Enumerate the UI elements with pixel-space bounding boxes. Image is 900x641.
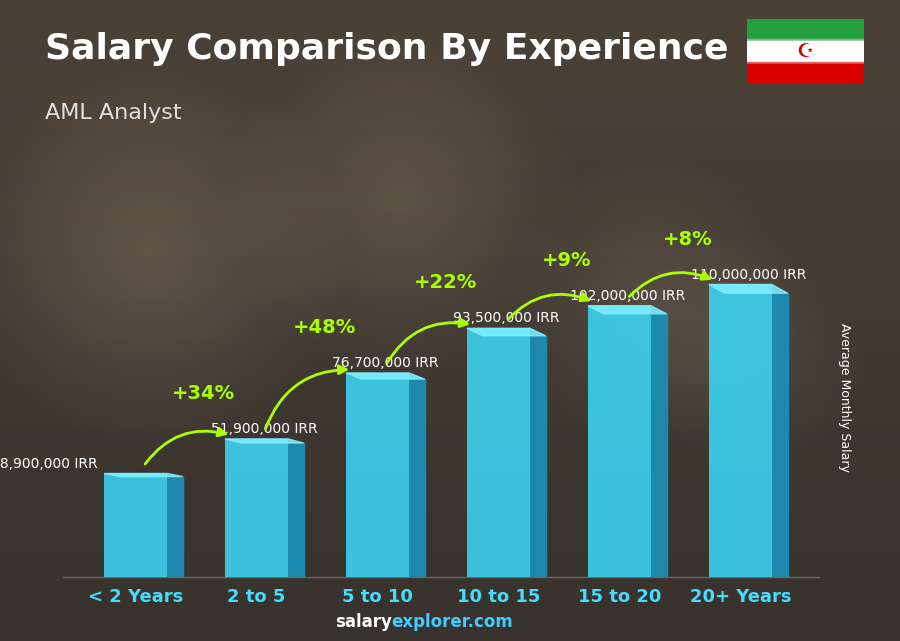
Text: 102,000,000 IRR: 102,000,000 IRR <box>570 289 685 303</box>
Polygon shape <box>104 474 183 476</box>
Text: +22%: +22% <box>414 274 478 292</box>
Text: ☪: ☪ <box>796 42 814 61</box>
Bar <box>747 62 864 83</box>
Text: Average Monthly Salary: Average Monthly Salary <box>838 323 850 472</box>
Text: AML Analyst: AML Analyst <box>45 103 182 122</box>
Bar <box>747 19 864 40</box>
Polygon shape <box>167 476 183 577</box>
Text: 51,900,000 IRR: 51,900,000 IRR <box>212 422 318 436</box>
FancyArrowPatch shape <box>387 319 467 363</box>
Polygon shape <box>530 336 545 577</box>
FancyArrowPatch shape <box>629 272 709 297</box>
Polygon shape <box>409 379 425 577</box>
Bar <box>467 328 530 577</box>
Bar <box>588 306 651 577</box>
Bar <box>346 373 409 577</box>
FancyArrowPatch shape <box>508 294 589 319</box>
Text: 110,000,000 IRR: 110,000,000 IRR <box>690 267 806 281</box>
FancyArrowPatch shape <box>145 428 225 464</box>
Text: +8%: +8% <box>663 229 713 249</box>
Bar <box>709 285 772 577</box>
Polygon shape <box>346 373 425 379</box>
Text: +9%: +9% <box>542 251 591 270</box>
Text: 93,500,000 IRR: 93,500,000 IRR <box>453 312 560 326</box>
Polygon shape <box>651 314 667 577</box>
Text: 76,700,000 IRR: 76,700,000 IRR <box>332 356 438 370</box>
Text: +34%: +34% <box>173 384 236 403</box>
Text: Salary Comparison By Experience: Salary Comparison By Experience <box>45 32 728 66</box>
Bar <box>225 439 288 577</box>
Polygon shape <box>709 285 788 293</box>
Polygon shape <box>588 306 667 314</box>
Bar <box>747 40 864 62</box>
Text: explorer.com: explorer.com <box>392 613 513 631</box>
Polygon shape <box>288 443 303 577</box>
Text: salary: salary <box>335 613 392 631</box>
Polygon shape <box>225 439 303 443</box>
Polygon shape <box>772 293 788 577</box>
FancyArrowPatch shape <box>266 366 346 429</box>
Text: +48%: +48% <box>293 318 356 337</box>
Polygon shape <box>467 328 545 336</box>
Text: 38,900,000 IRR: 38,900,000 IRR <box>0 456 98 470</box>
Bar <box>104 474 167 577</box>
